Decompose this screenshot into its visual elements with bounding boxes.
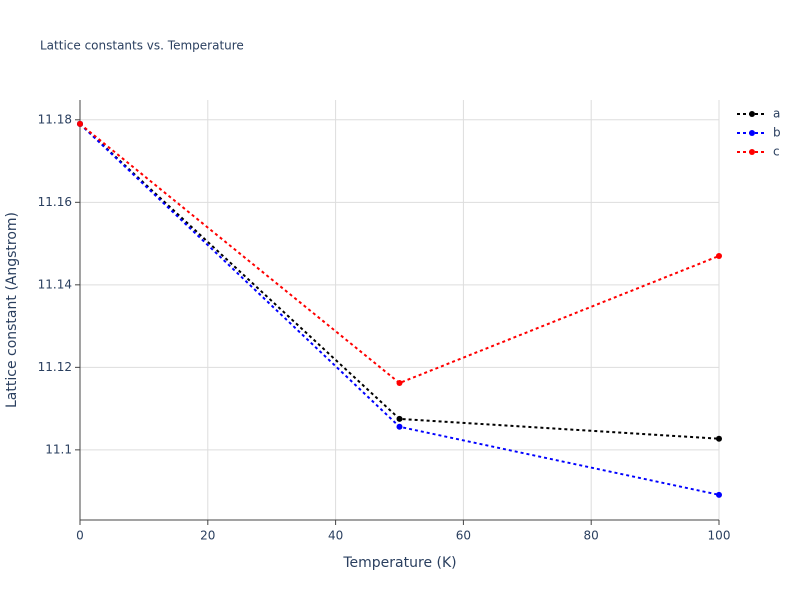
x-tick-label: 0 [76, 529, 84, 543]
data-point [396, 380, 403, 387]
data-point [716, 252, 722, 259]
legend-label: c [773, 145, 780, 159]
data-point [396, 423, 403, 430]
y-tick-label: 11.18 [38, 112, 72, 126]
legend-marker [749, 130, 755, 136]
y-tick-label: 11.14 [38, 277, 72, 291]
legend-marker [749, 149, 755, 155]
data-point [716, 491, 722, 498]
x-axis-label: Temperature (K) [342, 555, 456, 571]
legend-marker [749, 111, 755, 117]
y-axis-label: Lattice constant (Angstrom) [4, 212, 20, 408]
legend-label: a [773, 107, 780, 121]
series-line [79, 123, 720, 496]
data-point [716, 435, 722, 442]
y-tick-label: 11.12 [38, 360, 72, 374]
y-tick-label: 11.16 [38, 195, 72, 209]
series-line [79, 123, 720, 385]
y-tick-label: 11.1 [45, 442, 72, 456]
x-tick-label: 40 [328, 529, 343, 543]
legend-label: b [773, 126, 781, 140]
x-tick-label: 60 [456, 529, 471, 543]
series-line [79, 123, 720, 440]
x-tick-label: 100 [708, 529, 731, 543]
chart-title: Lattice constants vs. Temperature [40, 39, 244, 53]
x-tick-label: 20 [200, 529, 215, 543]
data-point [396, 415, 403, 422]
x-tick-label: 80 [584, 529, 599, 543]
data-point [77, 120, 83, 127]
